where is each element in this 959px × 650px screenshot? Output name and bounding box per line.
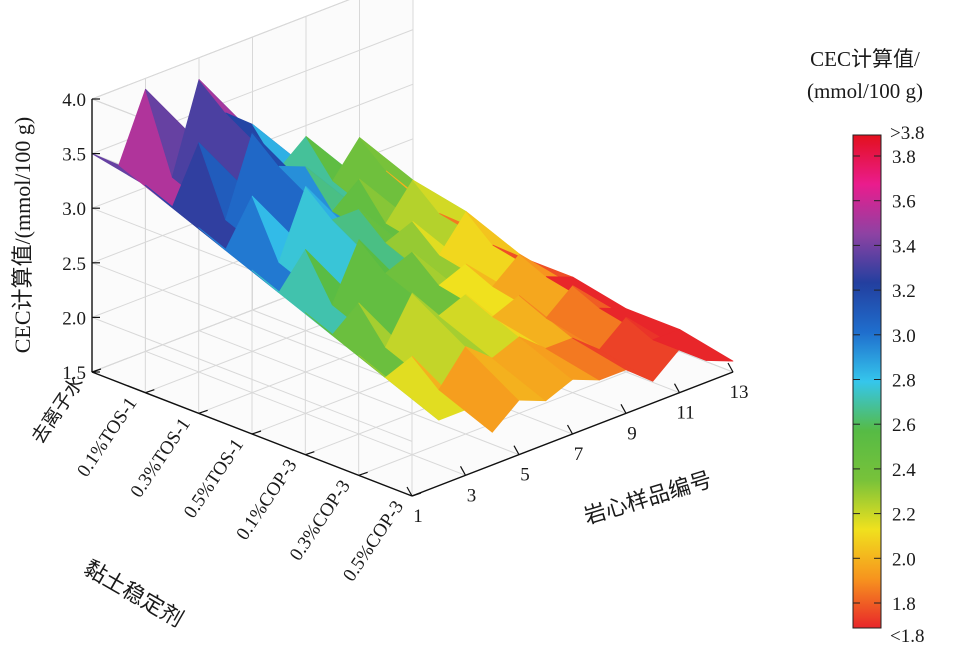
y-tick-label: 0.5%TOS-1 bbox=[180, 435, 248, 522]
colorbar-top-label: >3.8 bbox=[890, 123, 924, 144]
colorbar-tick-label: 3.0 bbox=[892, 326, 916, 347]
z-tick-label: 3.0 bbox=[62, 199, 86, 220]
y-tick-mark bbox=[145, 389, 155, 394]
y-tick-mark bbox=[91, 368, 102, 373]
y-tick-label: 0.5%COP-3 bbox=[339, 497, 408, 585]
x-tick-label: 5 bbox=[520, 465, 530, 486]
y-tick-mark bbox=[358, 471, 368, 476]
x-tick-label: 11 bbox=[676, 403, 694, 424]
colorbar-tick-label: 1.8 bbox=[892, 594, 916, 615]
x-tick-label: 3 bbox=[467, 485, 477, 506]
colorbar-tick-label: 2.8 bbox=[892, 371, 916, 392]
x-tick-mark bbox=[513, 445, 520, 455]
y-tick-label: 0.1%TOS-1 bbox=[73, 394, 141, 481]
colorbar-tick-label: 2.6 bbox=[892, 415, 916, 436]
y-tick-label: 0.3%COP-3 bbox=[286, 476, 355, 564]
x-tick-label: 1 bbox=[413, 506, 423, 527]
z-axis-title: CEC计算值/(mmol/100 g) bbox=[10, 117, 35, 354]
x-tick-mark bbox=[673, 383, 681, 393]
y-tick-mark bbox=[251, 430, 262, 435]
z-tick-label: 3.5 bbox=[62, 145, 86, 166]
z-tick-label: 4.0 bbox=[62, 90, 86, 111]
y-tick-mark bbox=[305, 451, 315, 456]
z-tick-label: 1.5 bbox=[62, 363, 86, 384]
x-tick-label: 13 bbox=[730, 382, 749, 403]
colorbar-tick-label: 3.6 bbox=[892, 192, 916, 213]
y-tick-label: 0.3%TOS-1 bbox=[127, 414, 195, 501]
z-tick-label: 2.5 bbox=[62, 254, 86, 275]
colorbar-tick-label: 3.4 bbox=[892, 236, 916, 257]
colorbar-tick-label: 2.2 bbox=[892, 505, 916, 526]
colorbar-bar bbox=[852, 134, 882, 629]
x-tick-label: 7 bbox=[574, 444, 584, 465]
x-tick-mark bbox=[566, 424, 574, 435]
y-tick-mark bbox=[411, 492, 422, 497]
y-tick-mark bbox=[198, 409, 208, 414]
colorbar-ticks: 3.8 3.6 3.4 3.2 3.0 2.8 2.6 2.4 2.2 2.0 1.8 >3.8 <1.… bbox=[853, 123, 924, 647]
colorbar-bottom-label: <1.8 bbox=[890, 626, 924, 647]
colorbar-tick-label: 3.8 bbox=[892, 147, 916, 168]
y-axis-title: 黏土稳定剂 bbox=[80, 555, 188, 632]
x-tick-mark bbox=[459, 466, 467, 476]
x-tick-mark bbox=[406, 486, 413, 497]
surface bbox=[91, 79, 734, 433]
y-tick-label: 去离子水 bbox=[27, 372, 88, 447]
surface-patch bbox=[652, 329, 734, 362]
z-tick-label: 2.0 bbox=[62, 308, 86, 329]
x-axis-title: 岩心样品编号 bbox=[581, 467, 715, 530]
y-tick-label: 0.1%COP-3 bbox=[232, 456, 301, 544]
colorbar-tick-label: 2.4 bbox=[892, 460, 916, 481]
colorbar: CEC计算值/ (mmol/100 g) 3.8 3.6 3.4 3.2 3.0 2.8 2… bbox=[807, 47, 925, 647]
x-tick-mark bbox=[620, 404, 627, 414]
colorbar-tick-label: 2.0 bbox=[892, 549, 916, 570]
colorbar-title-line2: (mmol/100 g) bbox=[807, 79, 923, 103]
colorbar-title-line1: CEC计算值/ bbox=[810, 47, 920, 71]
x-tick-label: 9 bbox=[627, 423, 637, 444]
colorbar-tick-label: 3.2 bbox=[892, 281, 916, 302]
x-tick-mark bbox=[727, 362, 734, 373]
